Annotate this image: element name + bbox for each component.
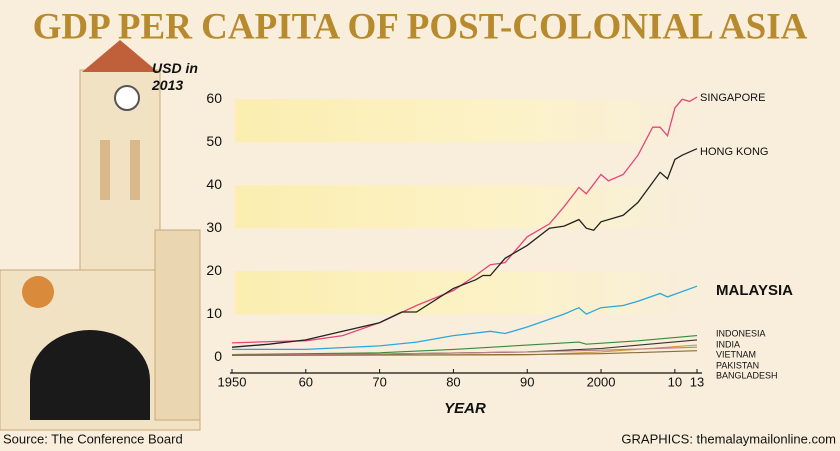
chart-title: GDP PER CAPITA OF POST-COLONIAL ASIA [33, 6, 808, 47]
series-line [231, 335, 698, 356]
x-tick-label: 80 [446, 374, 460, 389]
series-line [231, 346, 698, 356]
series-label: MALAYSIA [716, 282, 793, 299]
series-label: HONG KONG [700, 146, 768, 158]
series-label: INDIA [716, 339, 740, 349]
x-tick-label: 10 [668, 374, 682, 389]
x-tick-label: 60 [299, 374, 313, 389]
y-tick-label: 50 [206, 133, 222, 149]
grid-band [235, 185, 700, 229]
series-label: INDONESIA [716, 328, 766, 338]
series-label: BANGLADESH [716, 370, 778, 380]
series-label: PAKISTAN [716, 360, 759, 370]
series-line [232, 285, 698, 351]
y-tick-label: 40 [206, 176, 222, 192]
x-tick-label: 13 [690, 374, 704, 389]
series-line [231, 350, 698, 356]
y-tick-label: 30 [206, 219, 222, 235]
x-tick-label: 70 [372, 374, 386, 389]
series-label: SINGAPORE [700, 92, 765, 104]
y-tick-label: 0 [214, 348, 222, 364]
y-tick-label: 60 [206, 90, 222, 106]
grid-band [235, 99, 700, 143]
y-axis-title: USD in 2013 [152, 60, 198, 93]
credit: GRAPHICS: themalaymailonline.com [621, 431, 836, 446]
source: Source: The Conference Board [3, 431, 183, 446]
y-tick-label: 10 [206, 305, 222, 321]
x-tick-label: 2000 [587, 374, 616, 389]
series-label: VIETNAM [716, 349, 756, 359]
y-tick-label: 20 [206, 262, 222, 278]
x-tick-label: 1950 [218, 374, 247, 389]
building-illustration [0, 40, 201, 431]
grid-band [235, 271, 700, 315]
x-axis-title: YEAR [444, 400, 486, 417]
series-line [231, 148, 698, 348]
x-tick-label: 90 [520, 374, 534, 389]
